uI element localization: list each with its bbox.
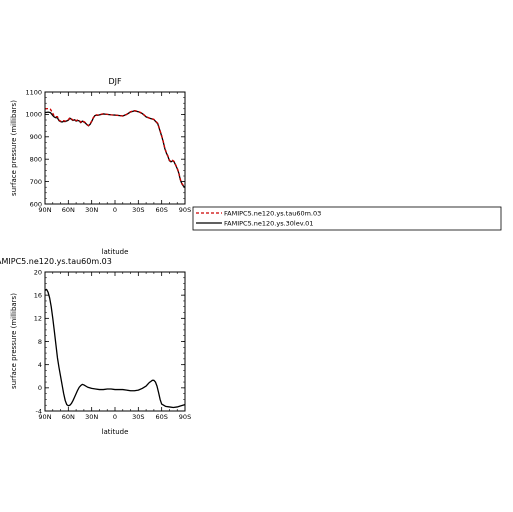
bottom-series-line-0	[44, 288, 186, 409]
bottom-x-tick-label: 0	[113, 413, 117, 421]
top-y-tick-label: 1000	[25, 111, 42, 119]
bottom-x-tick-label: 60N	[62, 413, 75, 421]
top-x-tick-label: 0	[113, 206, 117, 214]
top-y-tick-label: 600	[30, 200, 42, 208]
legend-box	[192, 206, 502, 231]
top-x-tick-label: 60N	[62, 206, 75, 214]
top-y-tick-label: 700	[30, 178, 42, 186]
bottom-x-tick-label: 30N	[85, 413, 98, 421]
top-x-tick-label: 30S	[132, 206, 144, 214]
bottom-y-axis-label: surface pressure (millibars)	[10, 293, 18, 389]
top-y-axis-label: surface pressure (millibars)	[10, 100, 18, 196]
top-y-tick-label: 900	[30, 133, 42, 141]
top-y-tick-label: 1100	[25, 88, 42, 96]
bottom-y-tick-label: -4	[36, 407, 42, 415]
bottom-panel: FAMIPC5.ne120.ys.tau60m.03 surface press…	[0, 257, 191, 436]
top-series	[44, 107, 186, 189]
bottom-y-tick-label: 16	[34, 291, 42, 299]
legend-entry-0: FAMIPC5.ne120.ys.tau60m.03	[224, 210, 321, 218]
legend: FAMIPC5.ne120.ys.tau60m.03 FAMIPC5.ne120…	[192, 206, 502, 231]
bottom-chart-title: FAMIPC5.ne120.ys.tau60m.03	[0, 257, 112, 266]
legend-entry-1: FAMIPC5.ne120.ys.30lev.01	[224, 220, 313, 228]
bottom-y-tick-label: 20	[34, 268, 42, 276]
top-plot-frame	[44, 91, 186, 205]
top-panel: DJF surface pressure (millibars) latitud…	[10, 77, 191, 256]
top-x-tick-label: 90S	[179, 206, 191, 214]
top-x-tick-label: 30N	[85, 206, 98, 214]
top-y-tick-label: 800	[30, 156, 42, 164]
bottom-y-tick-label: 8	[38, 338, 42, 346]
bottom-plot-frame	[44, 271, 186, 412]
bottom-y-tick-label: 12	[34, 315, 42, 323]
bottom-x-tick-label: 30S	[132, 413, 144, 421]
top-chart-title: DJF	[108, 77, 122, 86]
bottom-y-tick-label: 0	[38, 384, 42, 392]
bottom-x-axis-label: latitude	[102, 428, 129, 436]
bottom-series	[44, 288, 186, 409]
bottom-x-tick-label: 60S	[155, 413, 167, 421]
top-series-line-1	[44, 110, 186, 189]
top-x-tick-label: 90N	[38, 206, 51, 214]
bottom-x-tick-label: 90N	[38, 413, 51, 421]
bottom-x-tick-label: 90S	[179, 413, 191, 421]
bottom-ticks: 90N 60N 30N 0 30S 60S 90S -4 0 4 8 12 16 20	[34, 268, 191, 421]
bottom-y-tick-label: 4	[38, 361, 42, 369]
top-x-tick-label: 60S	[155, 206, 167, 214]
top-series-line-0	[44, 107, 186, 188]
top-x-axis-label: latitude	[102, 248, 129, 256]
top-ticks: 90N 60N 30N 0 30S 60S 90S 600 700 800 900 1000 1100	[25, 88, 191, 214]
